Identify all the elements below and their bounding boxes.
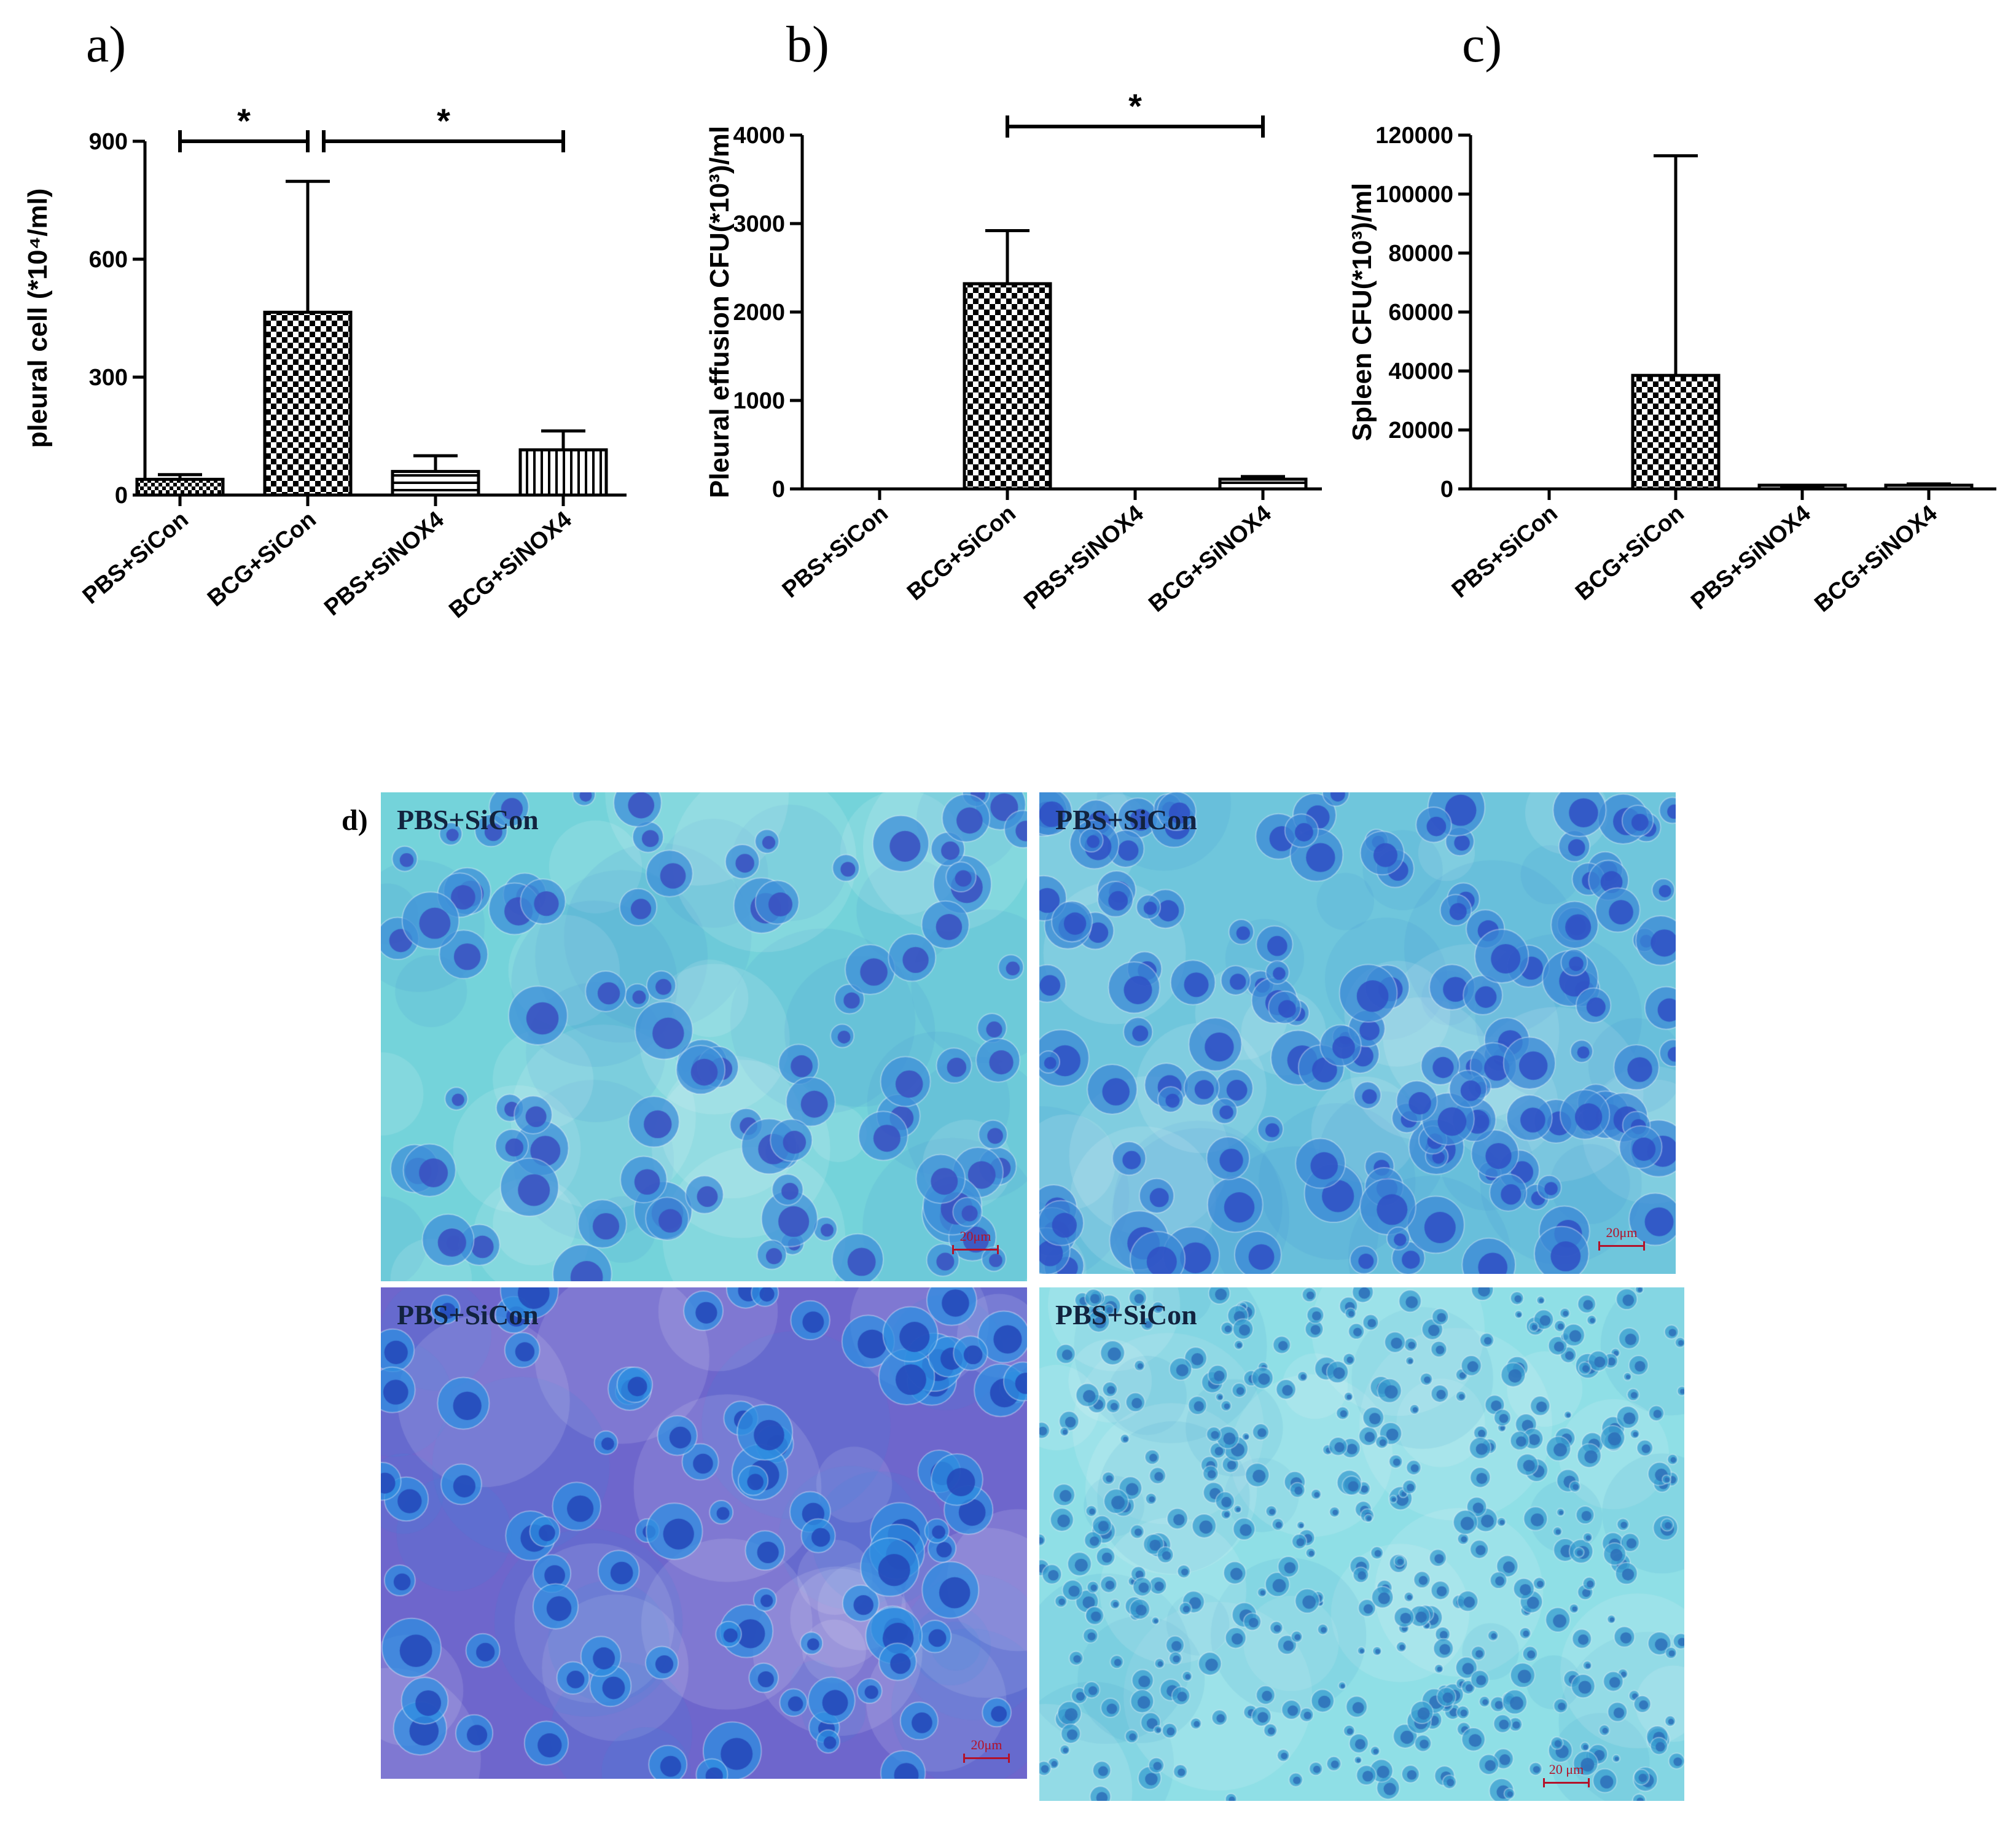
y-tick-label: 600: [89, 247, 128, 273]
micrograph-1-label: PBS+SiCon: [397, 804, 539, 835]
category-label-4: BCG+SiNOX4: [444, 507, 576, 623]
y-tick-label: 4000: [733, 123, 785, 149]
y-tick-label: 60000: [1388, 300, 1453, 326]
bar-4: [1218, 477, 1308, 491]
chart-panel-letter: b): [786, 16, 829, 73]
micrograph-3: PBS+SiCon: [381, 1287, 1027, 1779]
y-tick-label: 2000: [733, 300, 785, 326]
micrograph-2-scale-bar: 20μm: [1596, 1225, 1647, 1253]
category-label-1: PBS+SiCon: [1447, 501, 1563, 603]
category-label-4: BCG+SiNOX4: [1810, 501, 1942, 617]
y-tick-label: 80000: [1388, 241, 1453, 267]
category-label-3: PBS+SiNOX4: [319, 507, 449, 621]
bar-2: [963, 282, 1052, 491]
bar-2: [263, 310, 353, 497]
category-label-3: PBS+SiNOX4: [1686, 501, 1816, 615]
micrograph-3-scale-text: 20μm: [971, 1737, 1002, 1752]
category-label-2: BCG+SiCon: [203, 507, 321, 612]
y-tick-label: 40000: [1388, 359, 1453, 385]
micrograph-3-scale-bar: 20μm: [961, 1737, 1012, 1765]
significance-star: *: [437, 101, 450, 140]
micrograph-3-label: PBS+SiCon: [397, 1299, 539, 1330]
micrograph-4-image: [1039, 1287, 1684, 1801]
bar-4: [1884, 483, 1974, 491]
y-tick-label: 0: [772, 477, 785, 502]
category-label-1: PBS+SiCon: [778, 501, 893, 603]
y-axis-title: pleural cell (*10⁴/ml): [23, 189, 53, 448]
panel-d-letter: d): [342, 804, 368, 837]
bar-charts-area: a) 0 300 600 900 pleural cell (*10⁴/ml) PBS+Si…: [23, 16, 1996, 623]
category-label-1: PBS+SiCon: [78, 507, 193, 609]
micrograph-2-scale-text: 20μm: [1606, 1225, 1638, 1240]
bar-1: [135, 477, 225, 497]
micrograph-1-scale-bar: 20μm: [950, 1228, 1001, 1257]
chart-panel-letter: a): [86, 16, 126, 73]
chart-panel-1: a) 0 300 600 900 pleural cell (*10⁴/ml) PBS+Si…: [23, 16, 627, 623]
micrograph-1-scale-text: 20μm: [959, 1228, 991, 1244]
y-tick-label: 0: [115, 483, 128, 509]
micrograph-3-image: [381, 1287, 1027, 1779]
category-label-4: BCG+SiNOX4: [1144, 501, 1276, 617]
micrograph-4-label: PBS+SiCon: [1055, 1299, 1197, 1330]
bar-2: [1631, 373, 1721, 491]
y-tick-label: 0: [1440, 477, 1453, 502]
micrograph-4: PBS+SiCon: [1039, 1287, 1684, 1801]
micrograph-4-scale-bar: 20 μm: [1541, 1762, 1592, 1790]
bar-3: [391, 470, 480, 497]
micrograph-2-image: [1039, 792, 1676, 1274]
micrograph-1-image: [381, 792, 1027, 1281]
y-axis-title: Pleural effusion CFU(*10³)/ml: [705, 126, 735, 498]
category-label-3: PBS+SiNOX4: [1019, 501, 1149, 615]
y-tick-label: 3000: [733, 211, 785, 237]
micrograph-2: PBS+SiCon: [1039, 792, 1676, 1274]
y-tick-label: 20000: [1388, 418, 1453, 443]
y-tick-label: 900: [89, 129, 128, 155]
significance-star: *: [1128, 87, 1142, 125]
category-label-2: BCG+SiCon: [902, 501, 1021, 606]
y-tick-label: 300: [89, 365, 128, 391]
y-tick-label: 120000: [1375, 123, 1453, 149]
y-tick-label: 1000: [733, 388, 785, 414]
chart-panel-3: c) 0 20000 40000 60000 80000 100000 120000 Splee…: [1347, 16, 1996, 617]
y-tick-label: 100000: [1375, 182, 1453, 208]
y-axis-title: Spleen CFU(*10³)/ml: [1347, 183, 1377, 442]
category-label-2: BCG+SiCon: [1571, 501, 1689, 606]
chart-panel-letter: c): [1462, 16, 1502, 73]
micrograph-2-label: PBS+SiCon: [1055, 804, 1197, 835]
micrograph-4-scale-text: 20 μm: [1549, 1762, 1584, 1777]
bar-4: [518, 448, 608, 497]
significance-star: *: [237, 101, 251, 140]
micrograph-1: PBS+SiCon: [381, 792, 1027, 1281]
